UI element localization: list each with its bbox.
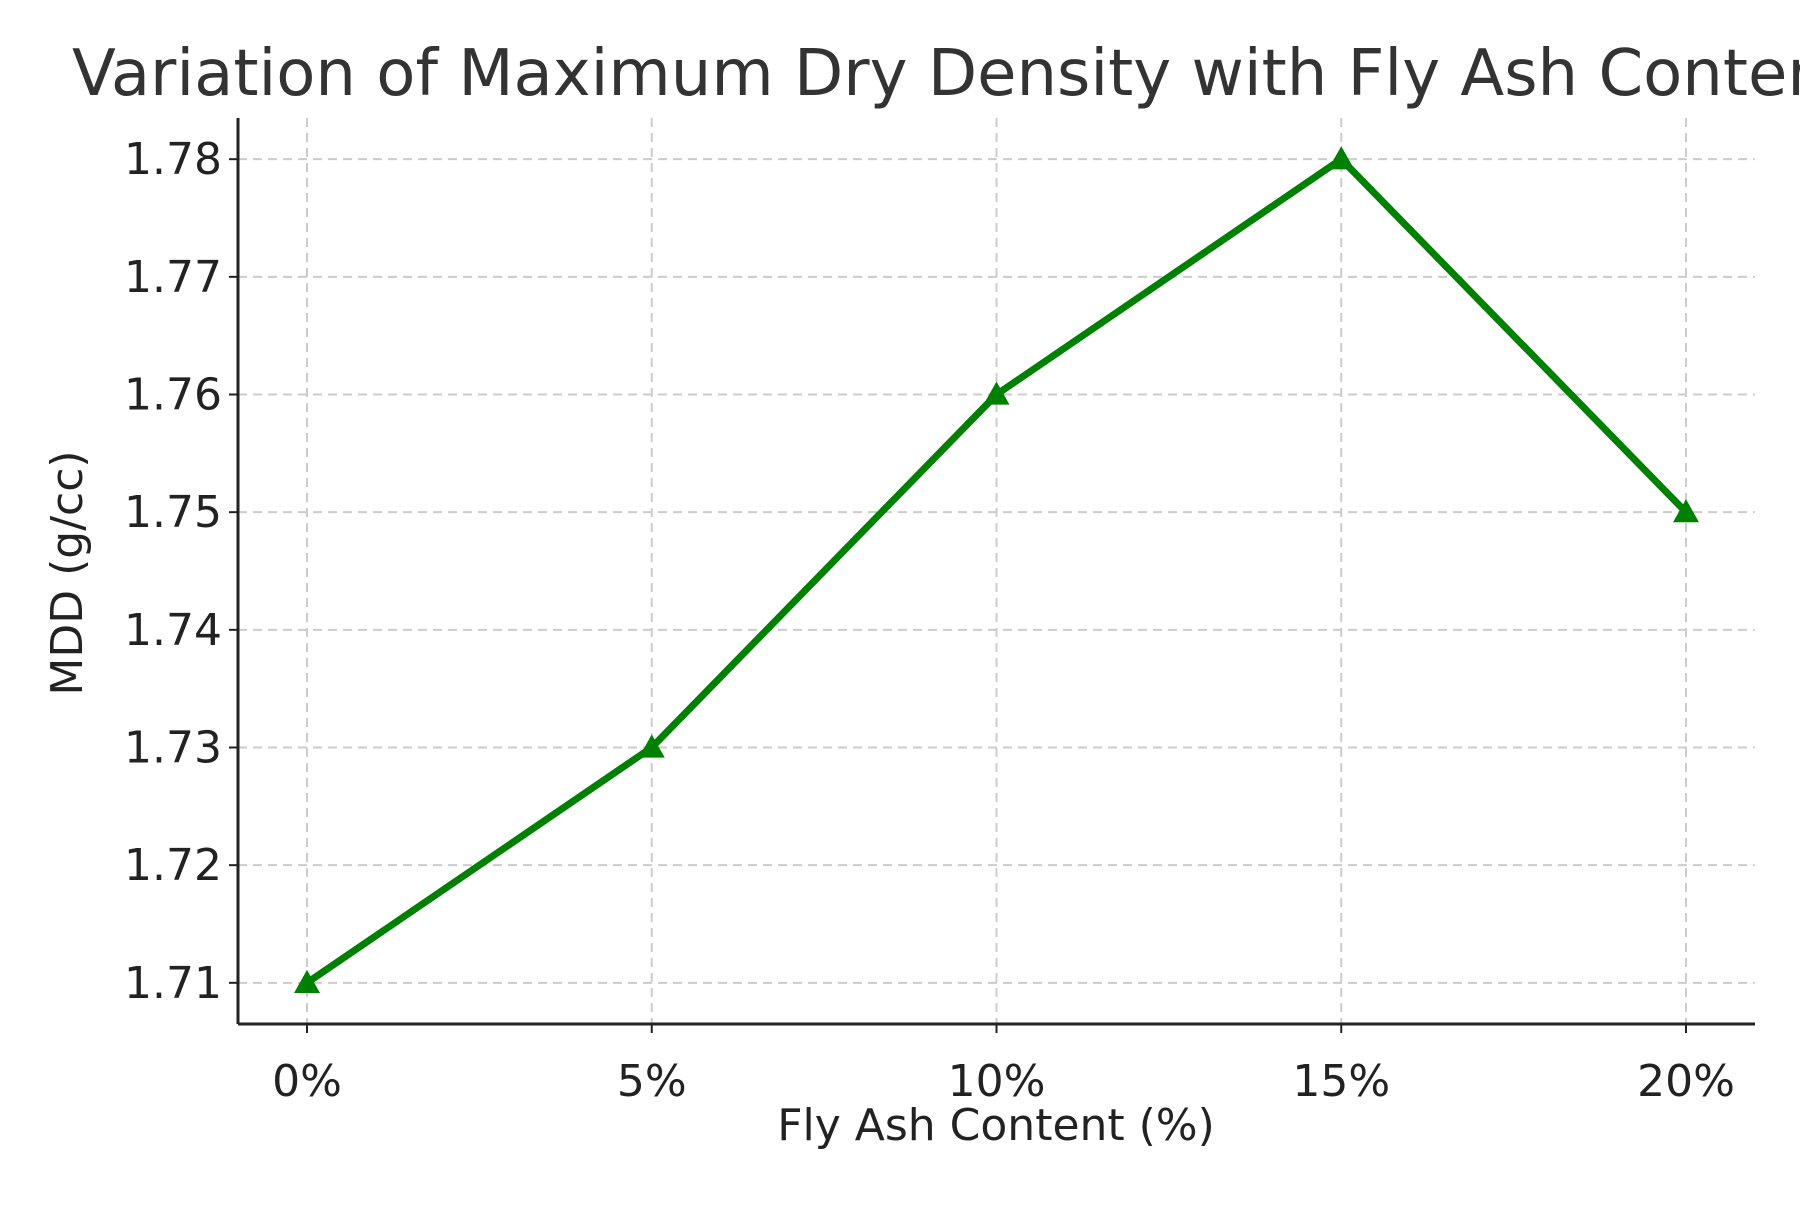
y-tick-label: 1.74 <box>124 605 222 656</box>
y-tick-label: 1.78 <box>124 134 222 185</box>
data-point-marker <box>1673 499 1699 523</box>
data-point-marker <box>294 969 320 993</box>
x-tick-label: 20% <box>1637 1056 1735 1107</box>
series <box>294 146 1699 993</box>
x-axis-label: Fly Ash Content (%) <box>777 1100 1215 1151</box>
data-point-marker <box>638 734 665 758</box>
x-tick-label: 0% <box>272 1056 342 1107</box>
y-tick-label: 1.72 <box>124 840 222 891</box>
y-tick-label: 1.76 <box>124 370 222 421</box>
x-tick-label: 15% <box>1292 1056 1390 1107</box>
data-point-marker <box>983 381 1010 405</box>
x-ticks: 0% 5% 10% 15% 20% <box>272 1024 1735 1107</box>
y-tick-label: 1.73 <box>124 722 222 773</box>
y-axis-label: MDD (g/cc) <box>42 450 93 695</box>
grid <box>238 118 1755 1024</box>
y-ticks: 1.71 1.72 1.73 1.74 1.75 1.76 1.77 1.78 <box>124 134 238 1009</box>
x-tick-label: 5% <box>617 1056 687 1107</box>
y-tick-label: 1.75 <box>124 487 222 538</box>
data-point-marker <box>1328 146 1355 170</box>
chart-title: Variation of Maximum Dry Density with Fl… <box>72 37 1800 111</box>
x-tick-label: 10% <box>948 1056 1046 1107</box>
y-tick-label: 1.71 <box>124 958 222 1009</box>
y-tick-label: 1.77 <box>124 252 222 303</box>
